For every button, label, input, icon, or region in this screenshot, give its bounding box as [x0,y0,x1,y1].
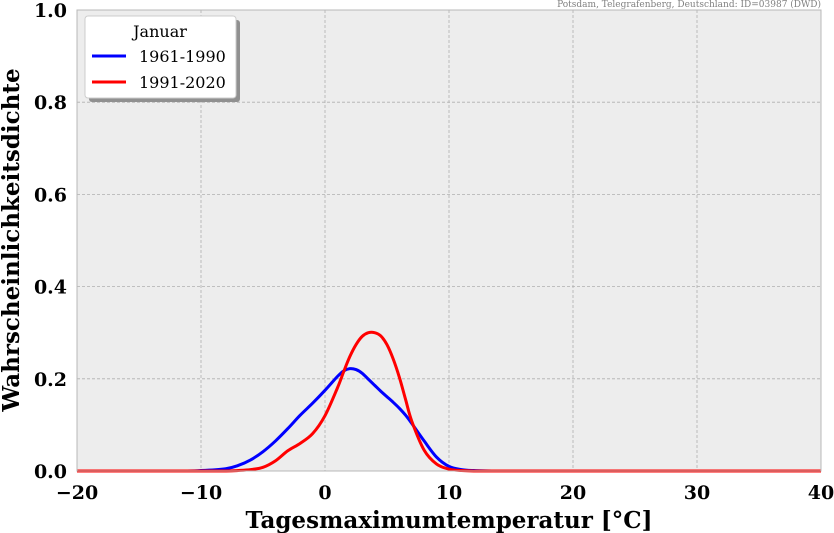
y-tick-label: 1.0 [34,0,67,22]
x-axis-title: Tagesmaximumtemperatur [°C] [246,507,653,533]
y-tick-label: 0.4 [34,277,67,299]
legend-title: Januar [131,22,187,41]
legend-label-1991-2020: 1991-2020 [139,73,226,92]
x-tick-label: −10 [180,482,222,504]
x-tick-label: 0 [318,482,331,504]
x-tick-label: 30 [684,482,710,504]
plot-frame [76,9,822,472]
x-tick-label: 20 [560,482,586,504]
x-tick-label: 40 [808,482,834,504]
y-tick-label: 0.0 [34,461,67,483]
legend: Januar 1961-1990 1991-2020 [84,15,240,102]
y-tick-label: 0.2 [34,369,67,391]
legend-box [84,15,237,99]
legend-label-1961-1990: 1961-1990 [139,47,226,66]
y-tick-label: 0.6 [34,184,67,206]
y-axis-title: Wahrscheinlichkeitsdichte [0,68,25,412]
source-note: Potsdam, Telegrafenberg, Deutschland: ID… [557,0,821,10]
x-tick-label: 10 [436,482,462,504]
tick-labels: −20 −10 0 10 20 30 40 0.0 0.2 0.4 0.6 0.8 1.0 [34,0,834,504]
y-tick-label: 0.8 [34,92,67,114]
x-tick-label: −20 [56,482,98,504]
